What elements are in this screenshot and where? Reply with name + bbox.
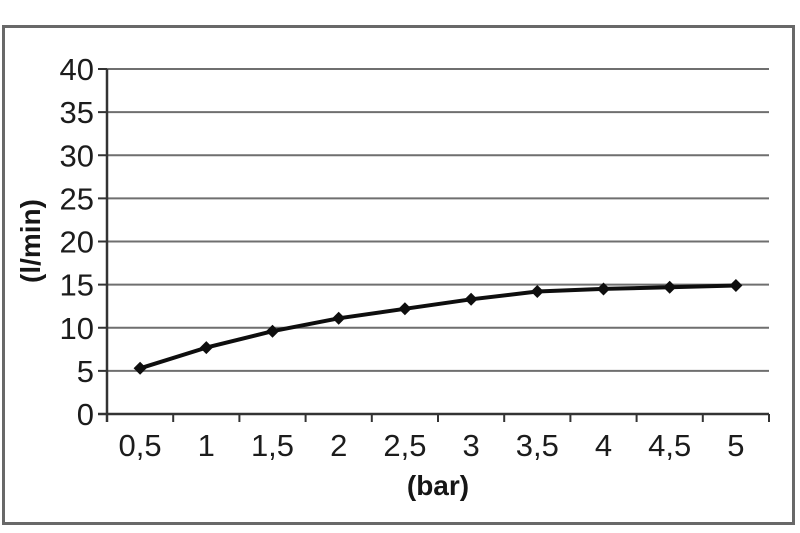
chart-frame xyxy=(2,25,795,525)
x-tick-label: 4,5 xyxy=(648,428,691,463)
x-tick-label: 3 xyxy=(462,428,479,463)
data-series-group xyxy=(133,278,743,375)
data-point-marker xyxy=(663,280,677,294)
axes-group xyxy=(98,68,770,422)
data-line xyxy=(138,283,738,371)
y-tick-label: 5 xyxy=(77,354,94,389)
x-tick-label: 1,5 xyxy=(251,428,294,463)
y-tick-label: 10 xyxy=(60,311,94,346)
data-point-marker xyxy=(597,282,610,296)
data-point-marker xyxy=(530,285,544,299)
y-tick-label: 25 xyxy=(60,181,94,216)
x-tick-label: 2,5 xyxy=(383,428,426,463)
data-point-marker xyxy=(199,341,213,355)
x-axis-title: (bar) xyxy=(407,470,469,501)
data-point-marker xyxy=(398,302,412,316)
x-tick-label: 5 xyxy=(727,428,744,463)
gridlines-group xyxy=(107,68,769,372)
y-axis-title: (l/min) xyxy=(15,199,46,283)
y-tick-label: 20 xyxy=(60,225,94,260)
x-tick-label: 2 xyxy=(330,428,347,463)
x-tick-label: 0,5 xyxy=(119,428,162,463)
data-point-marker xyxy=(464,292,478,306)
tick-labels-group: 0 5 10 15 20 25 30 35 40 0,5 1 1,5 2 2,5 3 3,5 4 4,5 5 xyxy=(60,52,745,463)
data-point-marker xyxy=(729,278,743,292)
data-point-marker xyxy=(266,324,279,338)
y-tick-label: 35 xyxy=(60,95,94,130)
x-tick-label: 3,5 xyxy=(516,428,559,463)
data-point-marker xyxy=(133,361,147,375)
data-point-marker xyxy=(332,311,346,325)
y-tick-label: 15 xyxy=(60,268,94,303)
y-tick-label: 30 xyxy=(60,138,94,173)
y-tick-label: 40 xyxy=(60,52,94,87)
x-tick-label: 4 xyxy=(595,428,612,463)
y-tick-label: 0 xyxy=(77,397,94,432)
x-tick-label: 1 xyxy=(198,428,215,463)
